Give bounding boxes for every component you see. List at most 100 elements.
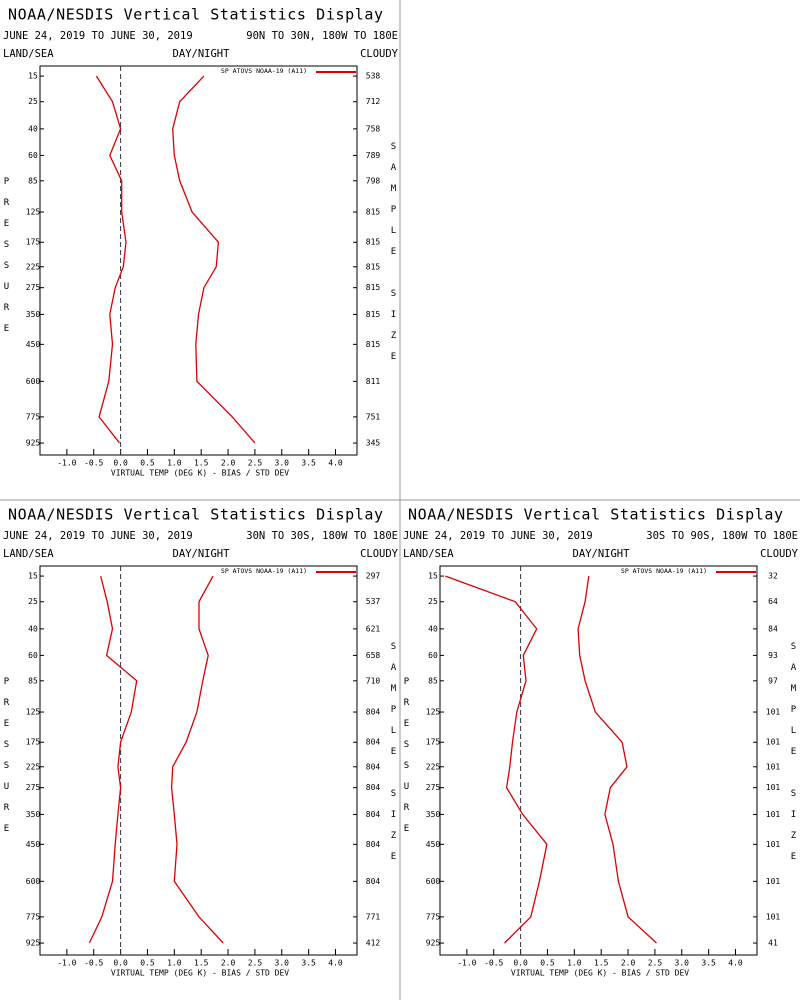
x-tick-label: 2.0 <box>621 959 636 968</box>
surface: LAND/SEA <box>403 548 454 560</box>
y-tick-label: 225 <box>426 762 441 771</box>
x-tick-label: 1.5 <box>194 959 209 968</box>
date-range: JUNE 24, 2019 TO JUNE 30, 2019 <box>403 530 593 542</box>
x-tick-label: 1.0 <box>167 959 182 968</box>
x-tick-label: 3.5 <box>701 959 716 968</box>
y-tick-label: 25 <box>28 97 38 106</box>
panel: NOAA/NESDIS Vertical Statistics Display J… <box>2 506 399 978</box>
y-tick-label: 60 <box>428 651 438 660</box>
sample-size: 101 <box>766 738 781 747</box>
sample-size: 815 <box>366 238 381 247</box>
x-tick-label: 0.0 <box>113 459 128 468</box>
x-tick-label: 3.0 <box>275 959 290 968</box>
x-tick-label: 2.0 <box>221 959 236 968</box>
x-tick-label: -1.0 <box>57 459 76 468</box>
title: NOAA/NESDIS Vertical Statistics Display <box>8 6 384 24</box>
x-tick-label: 1.5 <box>594 959 609 968</box>
sample-size: 101 <box>766 708 781 717</box>
surface: LAND/SEA <box>3 48 54 60</box>
plot-frame <box>439 565 758 956</box>
sample-size: 93 <box>768 651 778 660</box>
sample-size: 712 <box>366 97 381 106</box>
x-tick-label: 3.5 <box>301 459 316 468</box>
bias-line <box>95 75 127 444</box>
x-tick-label: 0.0 <box>113 959 128 968</box>
sample-size: 101 <box>766 877 781 886</box>
sample-size: 804 <box>366 810 381 819</box>
sample-size: 798 <box>366 176 381 185</box>
sample-size: 101 <box>766 810 781 819</box>
x-tick-label: 4.0 <box>328 959 343 968</box>
y-tick-label: 350 <box>26 310 41 319</box>
y-tick-label: 275 <box>426 783 441 792</box>
x-tick-label: 2.5 <box>248 459 263 468</box>
y-tick-label: 15 <box>28 572 38 581</box>
x-tick-label: 4.0 <box>328 459 343 468</box>
sky: CLOUDY <box>360 48 399 60</box>
std-dev-line <box>172 75 256 444</box>
y-tick-label: 125 <box>26 708 41 717</box>
y-tick-label: 40 <box>28 124 38 133</box>
y-axis-label: PRESSURE <box>2 177 12 345</box>
legend-label: SP ATOVS NOAA-19 (A11) <box>221 67 307 75</box>
region: 30N TO 30S, 180W TO 180E <box>246 530 398 542</box>
y-tick-label: 125 <box>426 708 441 717</box>
y-tick-label: 85 <box>28 176 38 185</box>
y-tick-label: 350 <box>426 810 441 819</box>
x-tick-label: 0.5 <box>140 959 155 968</box>
y-tick-label: 925 <box>26 439 41 448</box>
x-tick-label: 3.5 <box>301 959 316 968</box>
x-tick-label: 1.0 <box>167 459 182 468</box>
y2-axis-label: SAMPLE SIZE <box>389 642 399 873</box>
y-tick-label: 775 <box>426 912 441 921</box>
y-tick-label: 40 <box>28 624 38 633</box>
sample-size: 345 <box>366 439 381 448</box>
y-tick-label: 600 <box>26 377 41 386</box>
region: 30S TO 90S, 180W TO 180E <box>646 530 798 542</box>
sample-size: 297 <box>366 572 381 581</box>
y-tick-label: 40 <box>428 624 438 633</box>
y-tick-label: 450 <box>26 340 41 349</box>
bias-line <box>88 575 138 944</box>
x-tick-label: 0.0 <box>513 959 528 968</box>
y-tick-label: 175 <box>26 738 41 747</box>
sample-size: 538 <box>366 72 381 81</box>
sample-size: 804 <box>366 840 381 849</box>
sample-size: 804 <box>366 708 381 717</box>
region: 90N TO 30N, 180W TO 180E <box>246 30 398 42</box>
x-tick-label: 2.5 <box>248 959 263 968</box>
sample-size: 101 <box>766 762 781 771</box>
y-tick-label: 175 <box>426 738 441 747</box>
sample-size: 758 <box>366 124 381 133</box>
sample-size: 751 <box>366 412 381 421</box>
sample-size: 658 <box>366 651 381 660</box>
date-range: JUNE 24, 2019 TO JUNE 30, 2019 <box>3 530 193 542</box>
legend-label: SP ATOVS NOAA-19 (A11) <box>221 567 307 575</box>
x-tick-label: 0.5 <box>540 959 555 968</box>
x-tick-label: 1.5 <box>194 459 209 468</box>
sample-size: 815 <box>366 262 381 271</box>
sample-size: 804 <box>366 738 381 747</box>
y-tick-label: 60 <box>28 651 38 660</box>
sample-size: 621 <box>366 624 381 633</box>
x-tick-label: -1.0 <box>57 959 76 968</box>
x-tick-label: 3.0 <box>675 959 690 968</box>
sample-size: 804 <box>366 783 381 792</box>
y-tick-label: 275 <box>26 283 41 292</box>
sample-size: 32 <box>768 572 778 581</box>
sample-size: 815 <box>366 208 381 217</box>
x-axis-label: VIRTUAL TEMP (DEG K) - BIAS / STD DEV <box>111 469 289 478</box>
y-tick-label: 350 <box>26 810 41 819</box>
sample-size: 771 <box>366 912 381 921</box>
sample-size: 101 <box>766 783 781 792</box>
sample-size: 84 <box>768 624 778 633</box>
y-tick-label: 25 <box>428 597 438 606</box>
y-tick-label: 600 <box>26 877 41 886</box>
y-tick-label: 85 <box>28 676 38 685</box>
sample-size: 412 <box>366 939 381 948</box>
y-tick-label: 450 <box>426 840 441 849</box>
sample-size: 811 <box>366 377 381 386</box>
y-tick-label: 275 <box>26 783 41 792</box>
sample-size: 815 <box>366 310 381 319</box>
x-tick-label: -0.5 <box>84 459 103 468</box>
